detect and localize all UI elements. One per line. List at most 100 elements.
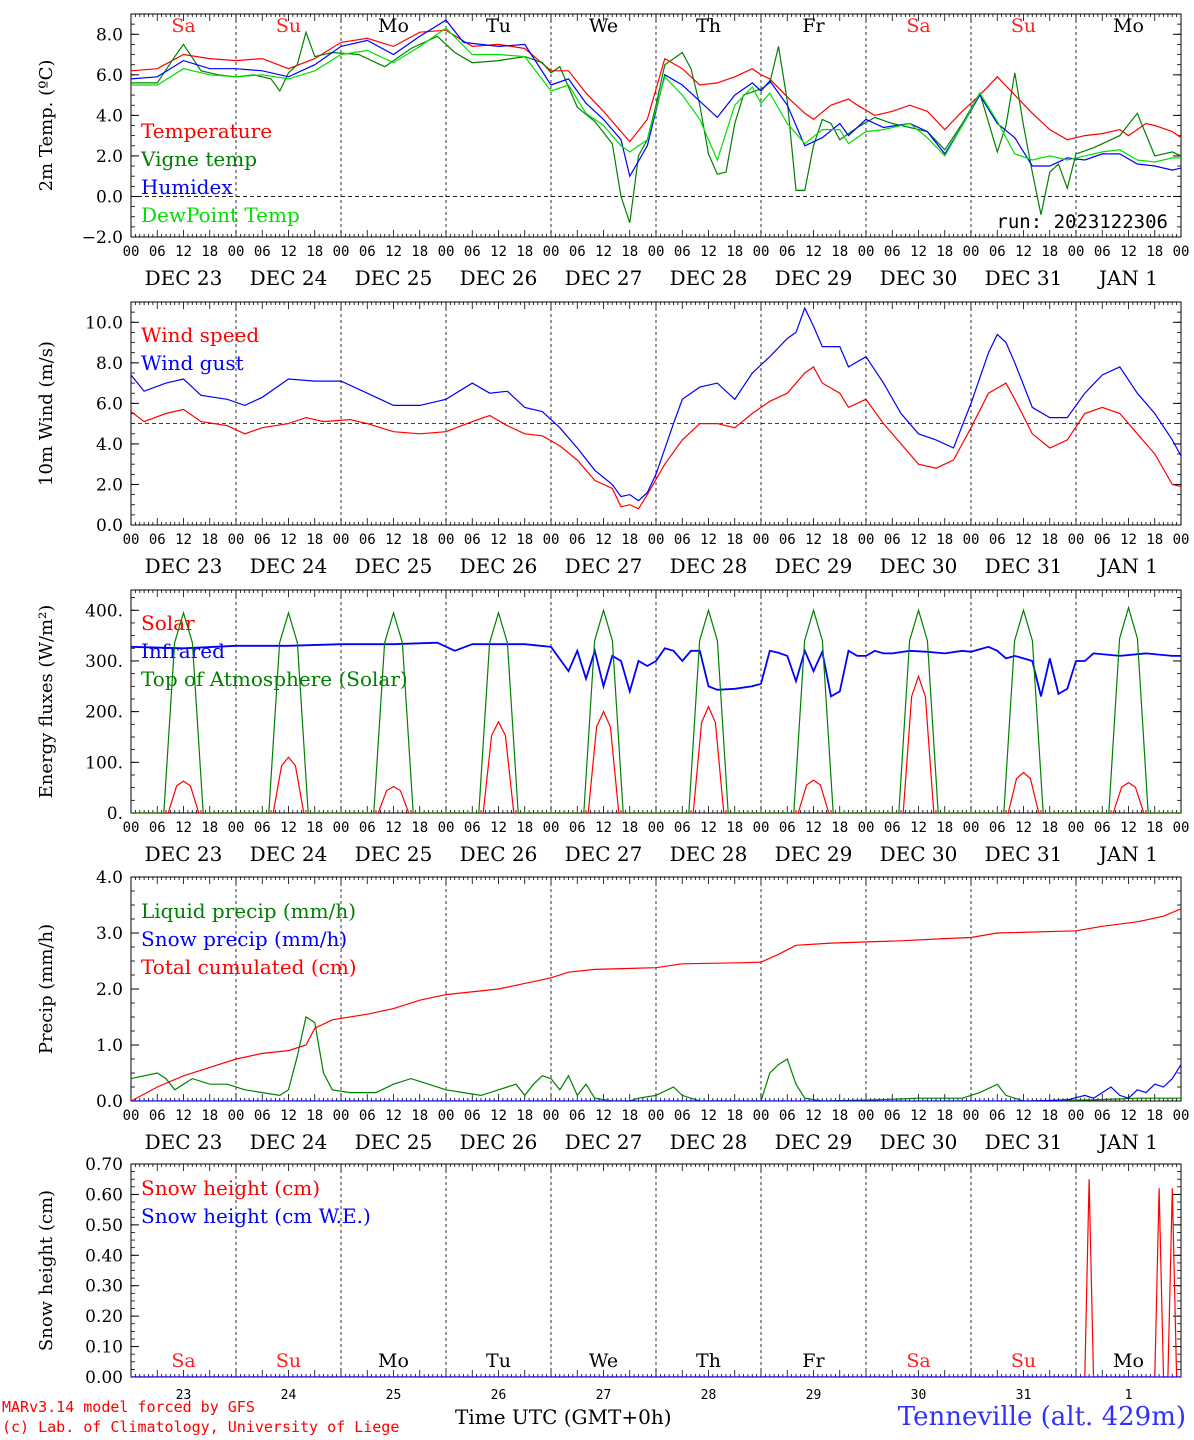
series-line-total-cumulated-cm-: [131, 908, 1181, 1101]
hour-tick-label: 06: [674, 244, 691, 260]
hour-tick-label: 06: [464, 244, 481, 260]
hour-tick-label: 06: [674, 820, 691, 836]
hour-tick-label: 18: [516, 244, 533, 260]
hour-tick-label: 12: [700, 820, 717, 836]
date-label: DEC 28: [670, 266, 748, 290]
hour-tick-label: 12: [280, 244, 297, 260]
legend-entry: Vigne temp: [140, 147, 257, 171]
hour-tick-label: 00: [753, 532, 770, 548]
hour-tick-label: 06: [884, 532, 901, 548]
weekday-label: Su: [1011, 1350, 1036, 1372]
hour-tick-label: 12: [910, 532, 927, 548]
day-number-label: 1: [1125, 1388, 1133, 1403]
y-tick-label: 0.00: [85, 1368, 123, 1388]
date-label: DEC 26: [460, 266, 538, 290]
y-tick-label: 6.0: [96, 394, 123, 414]
hour-tick-label: 12: [805, 244, 822, 260]
y-tick-label: 0.70: [85, 1155, 123, 1175]
weekday-label: Su: [276, 15, 301, 37]
hour-tick-label: 00: [963, 820, 980, 836]
hour-tick-label: 12: [595, 820, 612, 836]
hour-tick-label: 18: [831, 1108, 848, 1124]
weekday-label: Th: [696, 15, 721, 37]
hour-tick-label: 18: [936, 820, 953, 836]
hour-tick-label: 18: [831, 532, 848, 548]
date-label: DEC 24: [250, 1130, 328, 1154]
hour-tick-label: 00: [753, 244, 770, 260]
hour-tick-label: 18: [411, 1108, 428, 1124]
y-tick-label: 2.0: [96, 980, 123, 1000]
hour-tick-label: 12: [280, 1108, 297, 1124]
hour-tick-label: 06: [1094, 532, 1111, 548]
day-number-label: 27: [596, 1388, 612, 1403]
hour-tick-label: 18: [621, 244, 638, 260]
series-line-snow-height-cm-: [131, 1179, 1181, 1377]
date-label: DEC 30: [880, 554, 958, 578]
hour-tick-label: 06: [884, 1108, 901, 1124]
legend-entry: Snow height (cm): [141, 1176, 320, 1200]
y-tick-label: 1.0: [96, 1036, 123, 1056]
hour-tick-label: 12: [385, 820, 402, 836]
hour-tick-label: 18: [621, 1108, 638, 1124]
hour-tick-label: 00: [1173, 1108, 1190, 1124]
weekday-label: We: [589, 1350, 618, 1372]
hour-tick-label: 18: [411, 820, 428, 836]
y-tick-label: 6.0: [96, 66, 123, 86]
series-line-wind-speed: [131, 366, 1181, 510]
hour-tick-label: 18: [936, 1108, 953, 1124]
date-label: DEC 27: [565, 1130, 643, 1154]
hour-tick-label: 06: [989, 244, 1006, 260]
hour-tick-label: 12: [595, 1108, 612, 1124]
run-label: run: 2023122306: [996, 211, 1168, 233]
hour-tick-label: 00: [858, 532, 875, 548]
hour-tick-label: 18: [411, 244, 428, 260]
weekday-label: Mo: [378, 1350, 409, 1372]
hour-tick-label: 12: [280, 820, 297, 836]
hour-tick-label: 06: [254, 1108, 271, 1124]
hour-tick-label: 06: [359, 820, 376, 836]
hour-tick-label: 18: [1146, 244, 1163, 260]
hour-tick-label: 12: [595, 532, 612, 548]
date-label: DEC 29: [775, 554, 853, 578]
hour-tick-label: 12: [1120, 532, 1137, 548]
hour-tick-label: 06: [989, 532, 1006, 548]
hour-tick-label: 00: [438, 532, 455, 548]
weekday-label: Sa: [171, 15, 195, 37]
series-line-snow-precip-mm-h-: [131, 1063, 1181, 1101]
hour-tick-label: 18: [726, 820, 743, 836]
hour-tick-label: 00: [858, 244, 875, 260]
hour-tick-label: 00: [123, 820, 140, 836]
series-line-solar: [131, 674, 1181, 813]
hour-tick-label: 00: [963, 244, 980, 260]
date-label: DEC 26: [460, 842, 538, 866]
y-tick-label: 8.0: [96, 25, 123, 45]
date-label: DEC 29: [775, 266, 853, 290]
hour-tick-label: 00: [333, 532, 350, 548]
hour-tick-label: 18: [1146, 1108, 1163, 1124]
hour-tick-label: 00: [648, 1108, 665, 1124]
hour-tick-label: 12: [175, 532, 192, 548]
hour-tick-label: 00: [1068, 244, 1085, 260]
y-tick-label: 100.: [85, 753, 123, 773]
y-axis-label: 2m Temp. (ºC): [36, 60, 57, 192]
hour-tick-label: 06: [569, 820, 586, 836]
y-tick-label: 200.: [85, 703, 123, 723]
day-number-label: 28: [701, 1388, 717, 1403]
hour-tick-label: 12: [385, 1108, 402, 1124]
date-label: DEC 23: [145, 554, 223, 578]
date-label: DEC 28: [670, 554, 748, 578]
weekday-label: Sa: [906, 15, 930, 37]
hour-tick-label: 12: [175, 820, 192, 836]
hour-tick-label: 00: [963, 1108, 980, 1124]
date-label: JAN 1: [1097, 266, 1158, 290]
hour-tick-label: 12: [1015, 820, 1032, 836]
weekday-label: Su: [1011, 15, 1036, 37]
panel-2: 0.0 2.0 4.0 6.0 8.0 10.0 10m Wind (m/s) 00 06 12 1…: [36, 301, 1189, 578]
hour-tick-label: 18: [1041, 820, 1058, 836]
date-label: DEC 25: [355, 842, 433, 866]
hour-tick-label: 18: [621, 532, 638, 548]
date-label: DEC 27: [565, 266, 643, 290]
series-line-top-of-atmosphere-solar-: [131, 605, 1181, 813]
weekday-label: Tu: [486, 15, 511, 37]
